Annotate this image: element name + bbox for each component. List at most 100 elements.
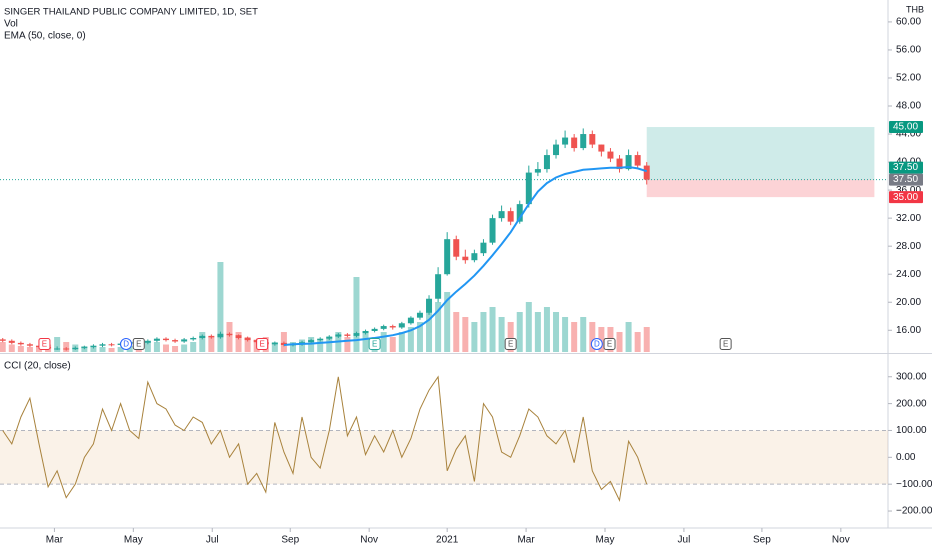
volume-bar: [362, 332, 369, 352]
volume-bar: [435, 302, 442, 352]
candle-body: [516, 204, 523, 222]
volume-bar: [534, 312, 541, 352]
y-tick-label: 60.00: [896, 17, 921, 28]
volume-bar: [525, 302, 532, 352]
volume-bar: [462, 317, 469, 352]
volume-bar: [498, 317, 505, 352]
y-tick-label: −100.00: [896, 479, 932, 490]
candle-body: [344, 334, 351, 336]
x-tick-label: Mar: [46, 535, 64, 546]
x-tick-label: Jul: [678, 535, 691, 546]
candle-body: [308, 340, 315, 343]
volume-bar: [507, 322, 514, 352]
volume-bar: [543, 307, 550, 352]
volume-bar: [108, 348, 115, 352]
candle-body: [217, 333, 224, 338]
event-label: D: [594, 340, 600, 349]
y-tick-label: 200.00: [896, 398, 927, 409]
candle-body: [480, 242, 487, 254]
candle-body: [190, 337, 197, 340]
volume-bar: [0, 342, 6, 352]
candle-body: [54, 348, 61, 350]
volume-bar: [389, 337, 396, 352]
candle-body: [208, 335, 215, 338]
candle-body: [534, 169, 541, 173]
volume-bar: [444, 292, 451, 352]
candle-body: [371, 328, 378, 331]
volume-bar: [317, 339, 324, 352]
symbol-title: SINGER THAILAND PUBLIC COMPANY LIMITED, …: [4, 7, 258, 18]
event-icon: [590, 338, 603, 350]
position-target-zone: [646, 127, 875, 180]
volume-bar: [226, 322, 233, 352]
candle-body: [607, 151, 614, 159]
event-label: E: [42, 340, 47, 349]
event-icon: [120, 338, 133, 350]
candle-body: [326, 336, 333, 339]
event-icon: [256, 338, 269, 350]
cci-line: [2, 375, 648, 502]
candle-body: [280, 342, 287, 345]
volume-bar: [426, 312, 433, 352]
volume-bar: [344, 337, 351, 352]
y-tick-label: 32.00: [896, 213, 921, 224]
y-tick-label: 0.00: [896, 452, 916, 463]
y-tick-label: −200.00: [896, 506, 932, 517]
candle-body: [407, 317, 414, 324]
candle-body: [226, 333, 233, 336]
event-icon: [603, 338, 616, 350]
volume-bar: [208, 337, 215, 352]
candle-body: [244, 337, 251, 341]
event-label: E: [372, 340, 377, 349]
volume-bar: [416, 322, 423, 352]
volume-bar: [580, 317, 587, 352]
volume-bar: [153, 342, 160, 352]
candle-body: [353, 333, 360, 336]
candle-body: [571, 137, 578, 149]
candle-body: [199, 335, 206, 338]
candle-body: [643, 165, 650, 180]
entry-label-box: [889, 161, 923, 174]
stop-label-box: [889, 191, 923, 204]
volume-bar: [380, 332, 387, 352]
volume-bar: [90, 347, 97, 352]
candle-body: [634, 155, 641, 166]
x-tick-label: Jul: [206, 535, 219, 546]
volume-bar: [489, 307, 496, 352]
event-label: E: [607, 340, 612, 349]
candle-body: [598, 144, 605, 152]
candle-body: [462, 256, 469, 261]
candle-body: [435, 274, 442, 299]
volume-bar: [553, 312, 560, 352]
x-tick-label: Mar: [517, 535, 535, 546]
candle-body: [553, 144, 560, 156]
candle-body: [144, 340, 151, 343]
candle-body: [108, 344, 115, 346]
volume-bar: [26, 347, 33, 352]
candle-body: [543, 155, 550, 170]
volume-bar: [63, 342, 70, 352]
event-label: E: [508, 340, 513, 349]
volume-bar: [36, 347, 43, 352]
candle-body: [63, 348, 70, 350]
legend-cci: CCI (20, close): [4, 361, 71, 372]
position-stop-zone: [646, 179, 875, 198]
x-tick-label: Sep: [281, 535, 299, 546]
volume-bar: [471, 322, 478, 352]
volume-bar: [634, 332, 641, 352]
volume-bar: [271, 342, 278, 352]
candle-body: [616, 158, 623, 170]
volume-bar: [54, 337, 61, 352]
x-tick-label: May: [124, 535, 143, 546]
volume-bar: [244, 337, 251, 352]
candle-body: [416, 312, 423, 318]
volume-bar: [172, 346, 179, 352]
y-tick-label: 300.00: [896, 371, 927, 382]
volume-bar: [99, 347, 106, 352]
candle-body: [8, 340, 15, 343]
event-icon: [38, 338, 51, 350]
volume-bar: [625, 322, 632, 352]
y-tick-label: 52.00: [896, 73, 921, 84]
